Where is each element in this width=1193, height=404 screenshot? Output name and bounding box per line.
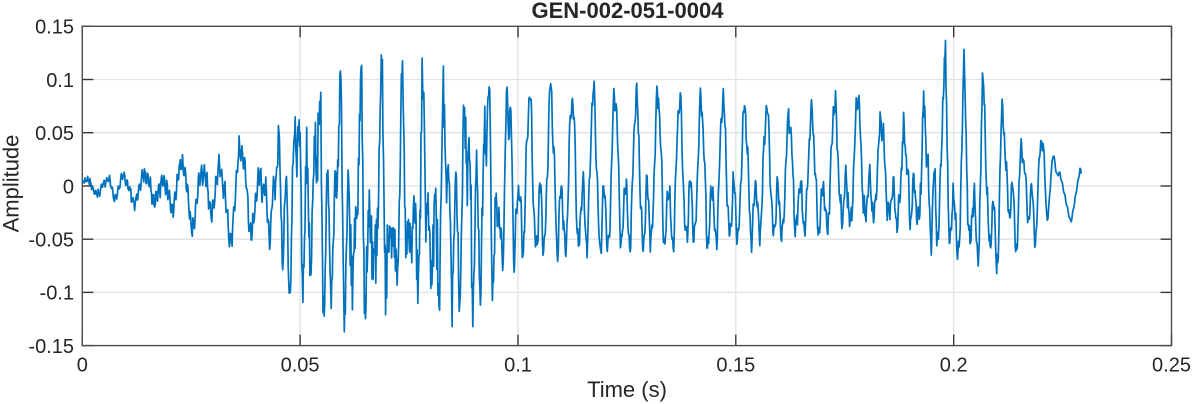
svg-text:-0.05: -0.05 [28, 230, 74, 252]
svg-text:0.1: 0.1 [504, 355, 532, 377]
svg-text:0.1: 0.1 [46, 70, 74, 92]
svg-text:0: 0 [77, 355, 88, 377]
svg-text:0.05: 0.05 [281, 355, 320, 377]
svg-text:-0.1: -0.1 [40, 283, 74, 305]
svg-text:0.05: 0.05 [35, 123, 74, 145]
svg-text:0.2: 0.2 [940, 355, 968, 377]
svg-text:0.25: 0.25 [1152, 355, 1191, 377]
svg-text:0: 0 [63, 176, 74, 198]
svg-text:0.15: 0.15 [716, 355, 755, 377]
svg-text:Time (s): Time (s) [587, 377, 667, 402]
svg-text:GEN-002-051-0004: GEN-002-051-0004 [531, 0, 724, 23]
svg-text:-0.15: -0.15 [28, 336, 74, 358]
svg-text:Amplitude: Amplitude [0, 135, 24, 233]
svg-text:0.15: 0.15 [35, 17, 74, 39]
